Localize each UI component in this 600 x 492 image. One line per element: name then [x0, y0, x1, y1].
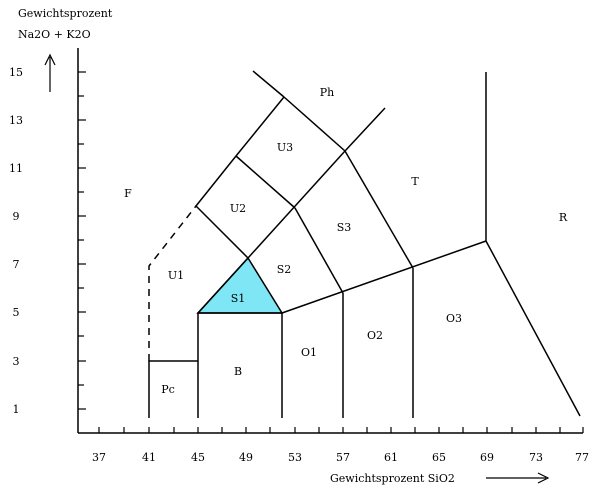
- y-tick-label: 15: [9, 66, 23, 79]
- field-label-U3: U3: [277, 141, 293, 154]
- x-axis-arrowhead: [537, 472, 550, 484]
- field-label-B: B: [234, 365, 242, 378]
- field-label-O2: O2: [367, 329, 383, 342]
- y-tick-label: 5: [13, 306, 20, 319]
- field-label-T: T: [411, 175, 419, 188]
- x-tick-label: 49: [239, 451, 253, 464]
- x-tick-label: 69: [480, 451, 494, 464]
- x-tick-label: 73: [529, 451, 543, 464]
- field-label-S1: S1: [231, 292, 246, 305]
- y-axis-title-line2: Na2O + K2O: [18, 28, 91, 41]
- y-tick-marks: [78, 71, 86, 410]
- field-label-Pc: Pc: [161, 383, 175, 396]
- field-label-U2: U2: [230, 202, 246, 215]
- field-label-S2: S2: [277, 263, 292, 276]
- x-tick-label: 77: [575, 451, 589, 464]
- x-tick-label: 65: [432, 451, 446, 464]
- field-label-F: F: [124, 187, 132, 200]
- field-label-U1: U1: [168, 269, 184, 282]
- field-label-S3: S3: [337, 221, 352, 234]
- x-tick-label: 57: [336, 451, 350, 464]
- x-tick-label: 45: [191, 451, 205, 464]
- field-label-O3: O3: [446, 312, 462, 325]
- x-tick-label: 37: [92, 451, 106, 464]
- field-label-R: R: [559, 211, 568, 224]
- y-tick-label: 1: [13, 403, 20, 416]
- y-axis-arrowhead: [44, 53, 56, 66]
- y-tick-label: 3: [13, 355, 20, 368]
- field-label-Ph: Ph: [320, 86, 335, 99]
- field-label-O1: O1: [301, 346, 317, 359]
- y-tick-label: 11: [9, 162, 23, 175]
- y-tick-label: 9: [13, 210, 20, 223]
- x-tick-label: 41: [142, 451, 156, 464]
- x-tick-label: 61: [384, 451, 398, 464]
- x-tick-marks: [98, 427, 584, 433]
- y-tick-label: 7: [13, 258, 20, 271]
- x-tick-label: 53: [288, 451, 302, 464]
- y-axis-title-line1: Gewichtsprozent: [18, 7, 113, 20]
- x-axis-title: Gewichtsprozent SiO2: [330, 472, 455, 485]
- y-tick-label: 13: [9, 114, 23, 127]
- field-boundaries: [148, 70, 581, 418]
